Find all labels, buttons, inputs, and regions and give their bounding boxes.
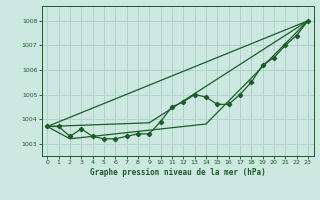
X-axis label: Graphe pression niveau de la mer (hPa): Graphe pression niveau de la mer (hPa) <box>90 168 266 177</box>
